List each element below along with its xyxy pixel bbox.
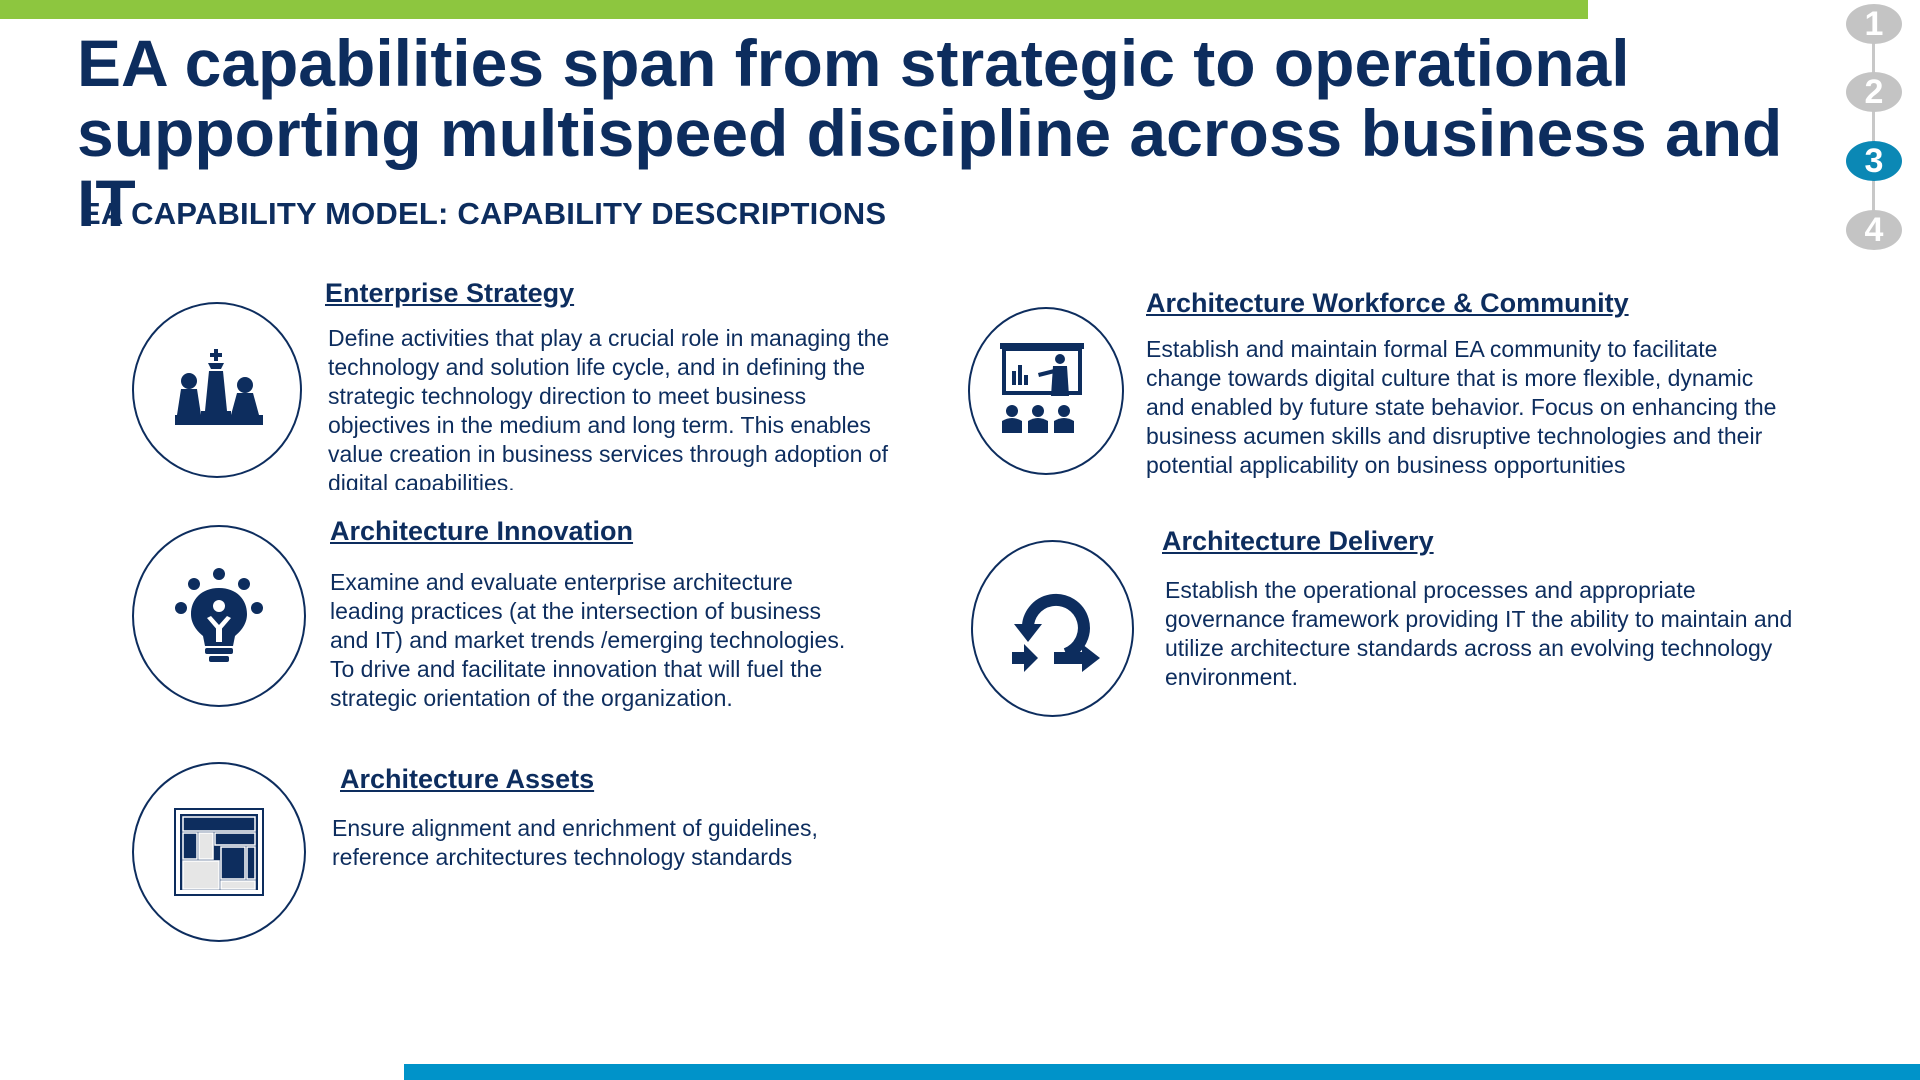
architecture-delivery-title: Architecture Delivery	[1162, 526, 1434, 556]
architecture-workforce-description: Establish and maintain formal EA communi…	[1146, 336, 1777, 478]
architecture-innovation-description: Examine and evaluate enterprise architec…	[330, 569, 846, 711]
lightbulb-icon	[175, 568, 263, 662]
architecture-innovation-title: Architecture Innovation	[330, 516, 634, 546]
architecture-assets-description: Ensure alignment and enrichment of guide…	[332, 815, 818, 870]
step-3-active[interactable]: 3	[1846, 141, 1902, 181]
architecture-delivery-icon-circle	[971, 540, 1134, 717]
bottom-accent-bar	[404, 1064, 1920, 1080]
step-2[interactable]: 2	[1846, 72, 1902, 112]
enterprise-strategy-icon-circle	[132, 302, 302, 478]
step-4[interactable]: 4	[1846, 210, 1902, 250]
enterprise-strategy-description: Define activities that play a crucial ro…	[328, 325, 890, 490]
architecture-assets-title: Architecture Assets	[340, 764, 595, 794]
step-1[interactable]: 1	[1846, 4, 1902, 44]
progress-line	[1872, 20, 1875, 230]
top-accent-bar	[0, 0, 1588, 19]
architecture-delivery-description: Establish the operational processes and …	[1165, 577, 1793, 690]
enterprise-strategy-title: Enterprise Strategy	[325, 278, 575, 308]
architecture-workforce-icon-circle	[968, 307, 1124, 475]
layout-blocks-icon	[174, 808, 264, 896]
architecture-workforce-title: Architecture Workforce & Community	[1146, 288, 1629, 318]
architecture-assets-icon-circle	[132, 762, 306, 942]
architecture-innovation-icon-circle	[132, 525, 306, 707]
chess-pieces-icon	[175, 349, 263, 425]
presentation-audience-icon	[1000, 343, 1084, 433]
cycle-arrows-icon	[1011, 593, 1100, 672]
slide-title: EA capabilities span from strategic to o…	[77, 26, 1783, 240]
section-subtitle: EA CAPABILITY MODEL: CAPABILITY DESCRIPT…	[80, 196, 887, 231]
